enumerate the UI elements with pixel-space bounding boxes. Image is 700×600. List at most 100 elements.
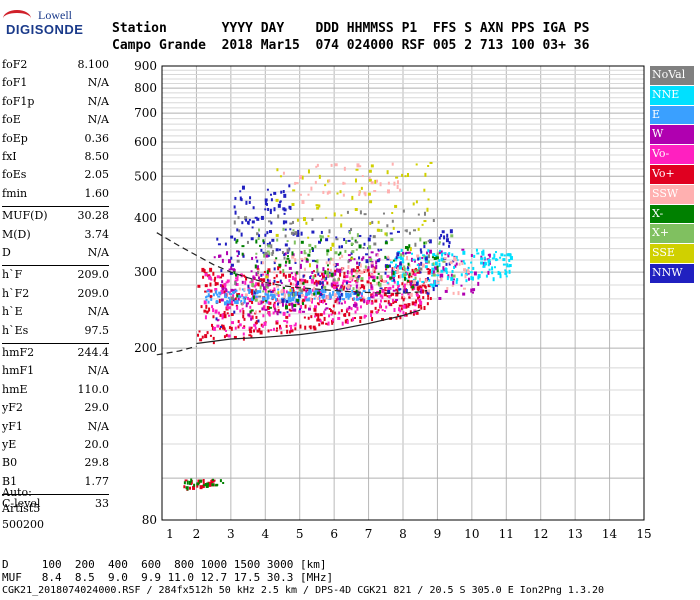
echo-point: [231, 321, 235, 325]
echo-point: [400, 248, 403, 252]
echo-point: [401, 268, 404, 271]
echo-point: [253, 323, 257, 327]
echo-point: [314, 245, 317, 249]
echo-point: [241, 307, 244, 310]
param-value: 1.77: [84, 474, 110, 488]
echo-point: [335, 298, 338, 302]
echo-point: [395, 288, 398, 291]
echo-point: [401, 296, 404, 300]
echo-point: [286, 248, 290, 253]
echo-point: [370, 301, 373, 305]
echo-point: [389, 276, 393, 280]
echo-point: [198, 330, 201, 333]
echo-point: [365, 259, 369, 264]
echo-point: [423, 245, 426, 249]
x-tick-label: 1: [166, 527, 174, 541]
echo-point: [369, 221, 372, 225]
echo-point: [321, 289, 325, 294]
echo-point: [211, 305, 214, 309]
echo-point: [375, 265, 378, 270]
echo-point: [413, 273, 417, 277]
echo-point: [347, 239, 351, 242]
echo-point: [382, 280, 386, 284]
echo-point: [212, 336, 215, 340]
echo-point: [212, 293, 215, 297]
echo-point: [211, 479, 214, 484]
echo-point: [385, 280, 388, 283]
echo-point: [235, 273, 238, 277]
echo-point: [236, 255, 239, 258]
echo-point: [277, 291, 280, 295]
echo-point: [303, 316, 306, 319]
echo-point: [430, 270, 433, 274]
echo-point: [282, 207, 286, 211]
echo-point: [267, 329, 270, 333]
echo-point: [341, 254, 344, 258]
echo-point: [285, 315, 289, 319]
echo-point: [460, 284, 463, 287]
echo-point: [505, 275, 508, 278]
echo-point: [376, 179, 379, 183]
echo-point: [450, 229, 453, 232]
echo-point: [418, 298, 422, 302]
echo-point: [241, 280, 244, 284]
echo-point: [237, 297, 240, 301]
param-name: B1: [2, 474, 18, 488]
echo-point: [500, 253, 504, 257]
echo-point: [427, 249, 430, 253]
echo-point: [349, 293, 352, 297]
echo-point: [464, 269, 467, 273]
echo-point: [396, 267, 399, 272]
echo-point: [447, 253, 450, 258]
echo-point: [273, 276, 276, 279]
x-tick-label: 7: [365, 527, 373, 541]
echo-point: [319, 234, 322, 238]
echo-point: [284, 252, 287, 256]
echo-point: [411, 301, 415, 306]
echo-point: [274, 308, 277, 313]
echo-point: [429, 283, 432, 286]
echo-point: [354, 207, 358, 211]
echo-point: [393, 181, 396, 186]
echo-point: [304, 256, 308, 260]
echo-point: [404, 229, 407, 232]
echo-point: [222, 313, 225, 317]
echo-point: [320, 230, 323, 234]
echo-point: [223, 290, 226, 294]
echo-point: [415, 293, 419, 297]
echo-point: [481, 252, 485, 256]
echo-point: [393, 270, 397, 274]
echo-point: [425, 241, 428, 245]
echo-point: [383, 300, 387, 303]
echo-point: [432, 287, 435, 292]
echo-point: [460, 273, 463, 277]
echo-point: [452, 260, 455, 263]
echo-point: [506, 253, 510, 257]
param-value: 8.50: [84, 150, 110, 163]
echo-point: [367, 237, 371, 242]
echo-point: [351, 250, 355, 254]
echo-point: [265, 300, 268, 304]
echo-point: [384, 232, 387, 236]
echo-point: [332, 286, 336, 290]
echo-point: [370, 296, 374, 299]
echo-point: [214, 276, 217, 280]
echo-point: [264, 201, 267, 206]
echo-point: [273, 301, 276, 304]
echo-point: [299, 175, 303, 180]
echo-point: [395, 316, 398, 320]
echo-point: [241, 221, 244, 225]
echo-point: [320, 289, 323, 292]
echo-point: [359, 319, 362, 323]
echo-point: [493, 266, 496, 269]
auto-label: Auto:: [2, 486, 32, 499]
echo-point: [355, 168, 359, 171]
echo-point: [350, 242, 354, 245]
echo-point: [235, 277, 239, 280]
echo-point: [342, 287, 345, 291]
echo-point: [402, 254, 405, 257]
echo-point: [406, 256, 409, 261]
echo-point: [322, 274, 326, 279]
echo-point: [321, 281, 324, 285]
echo-point: [457, 291, 460, 296]
